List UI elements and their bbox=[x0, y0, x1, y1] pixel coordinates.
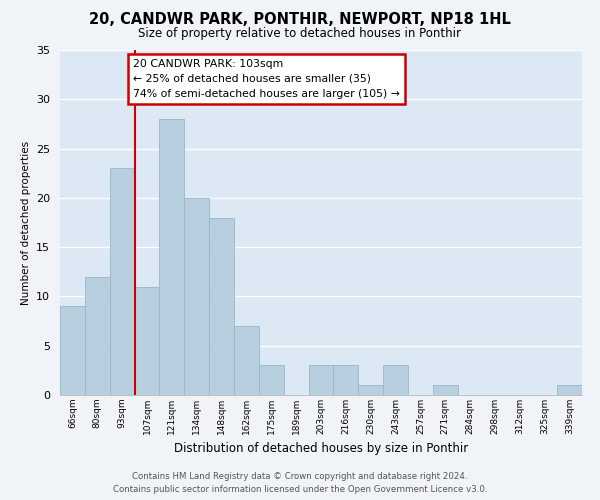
Bar bbox=[160, 119, 184, 395]
Bar bbox=[433, 385, 458, 395]
Bar bbox=[383, 366, 408, 395]
Bar bbox=[234, 326, 259, 395]
Bar bbox=[308, 366, 334, 395]
X-axis label: Distribution of detached houses by size in Ponthir: Distribution of detached houses by size … bbox=[174, 442, 468, 456]
Text: Contains HM Land Registry data © Crown copyright and database right 2024.
Contai: Contains HM Land Registry data © Crown c… bbox=[113, 472, 487, 494]
Bar bbox=[134, 286, 160, 395]
Bar bbox=[184, 198, 209, 395]
Bar bbox=[334, 366, 358, 395]
Text: 20, CANDWR PARK, PONTHIR, NEWPORT, NP18 1HL: 20, CANDWR PARK, PONTHIR, NEWPORT, NP18 … bbox=[89, 12, 511, 28]
Bar bbox=[557, 385, 582, 395]
Text: 20 CANDWR PARK: 103sqm
← 25% of detached houses are smaller (35)
74% of semi-det: 20 CANDWR PARK: 103sqm ← 25% of detached… bbox=[133, 58, 400, 99]
Y-axis label: Number of detached properties: Number of detached properties bbox=[20, 140, 31, 304]
Bar bbox=[85, 276, 110, 395]
Bar bbox=[259, 366, 284, 395]
Bar bbox=[60, 306, 85, 395]
Bar bbox=[110, 168, 134, 395]
Bar bbox=[209, 218, 234, 395]
Text: Size of property relative to detached houses in Ponthir: Size of property relative to detached ho… bbox=[139, 28, 461, 40]
Bar bbox=[358, 385, 383, 395]
